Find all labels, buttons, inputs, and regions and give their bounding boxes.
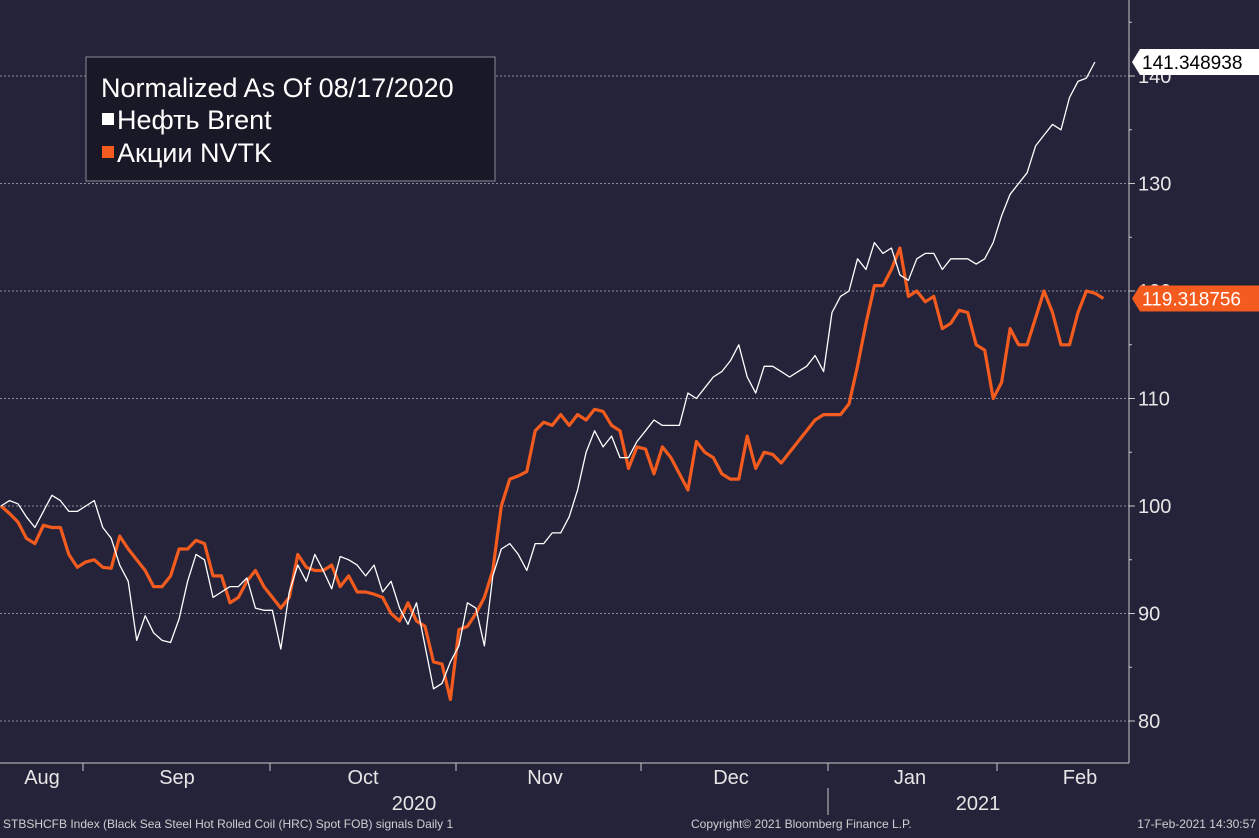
x-year-label: 2020	[392, 793, 437, 815]
x-month-label: Nov	[527, 767, 563, 789]
y-tick-label: 80	[1138, 711, 1160, 733]
footer-copyright: Copyright© 2021 Bloomberg Finance L.P.	[691, 817, 912, 831]
y-tick-label: 130	[1138, 174, 1171, 196]
last-value-tags: 141.348938 119.318756	[1132, 49, 1259, 312]
x-axis: Aug Sep Oct Nov Dec Jan Feb 2020 2021	[0, 762, 1129, 815]
last-value-tag-brent	[1132, 49, 1259, 76]
footer-timestamp: 17-Feb-2021 14:30:57	[1137, 817, 1256, 831]
legend: Normalized As Of 08/17/2020 Нефть Brent …	[85, 56, 496, 182]
last-value-tag-nvtk	[1132, 285, 1259, 312]
chart-title: Normalized As Of 08/17/2020	[101, 73, 454, 103]
y-tick-label: 100	[1138, 496, 1171, 518]
legend-box	[85, 56, 496, 182]
last-value-label: 119.318756	[1142, 290, 1241, 311]
series-line-nvtk	[0, 246, 1105, 702]
x-month-label: Jan	[894, 767, 926, 789]
legend-swatch-brent	[102, 113, 114, 125]
grid	[0, 75, 1129, 722]
x-month-label: Dec	[713, 767, 749, 789]
last-value-label: 141.348938	[1142, 53, 1242, 74]
legend-label-brent: Нефть Brent	[117, 105, 272, 135]
footer-source: STBSHCFB Index (Black Sea Steel Hot Roll…	[3, 817, 453, 831]
footer: STBSHCFB Index (Black Sea Steel Hot Roll…	[3, 817, 1256, 831]
x-month-label: Aug	[24, 767, 60, 789]
x-month-label: Feb	[1063, 767, 1097, 789]
y-tick-label: 90	[1138, 604, 1160, 626]
x-year-label: 2021	[956, 793, 1001, 815]
series-layer	[0, 61, 1105, 702]
legend-swatch-nvtk	[102, 146, 114, 158]
legend-label-nvtk: Акции NVTK	[117, 138, 272, 168]
x-month-label: Sep	[159, 767, 195, 789]
x-month-label: Oct	[347, 767, 379, 789]
y-tick-label: 110	[1138, 389, 1170, 411]
series-line-brent	[0, 61, 1096, 690]
